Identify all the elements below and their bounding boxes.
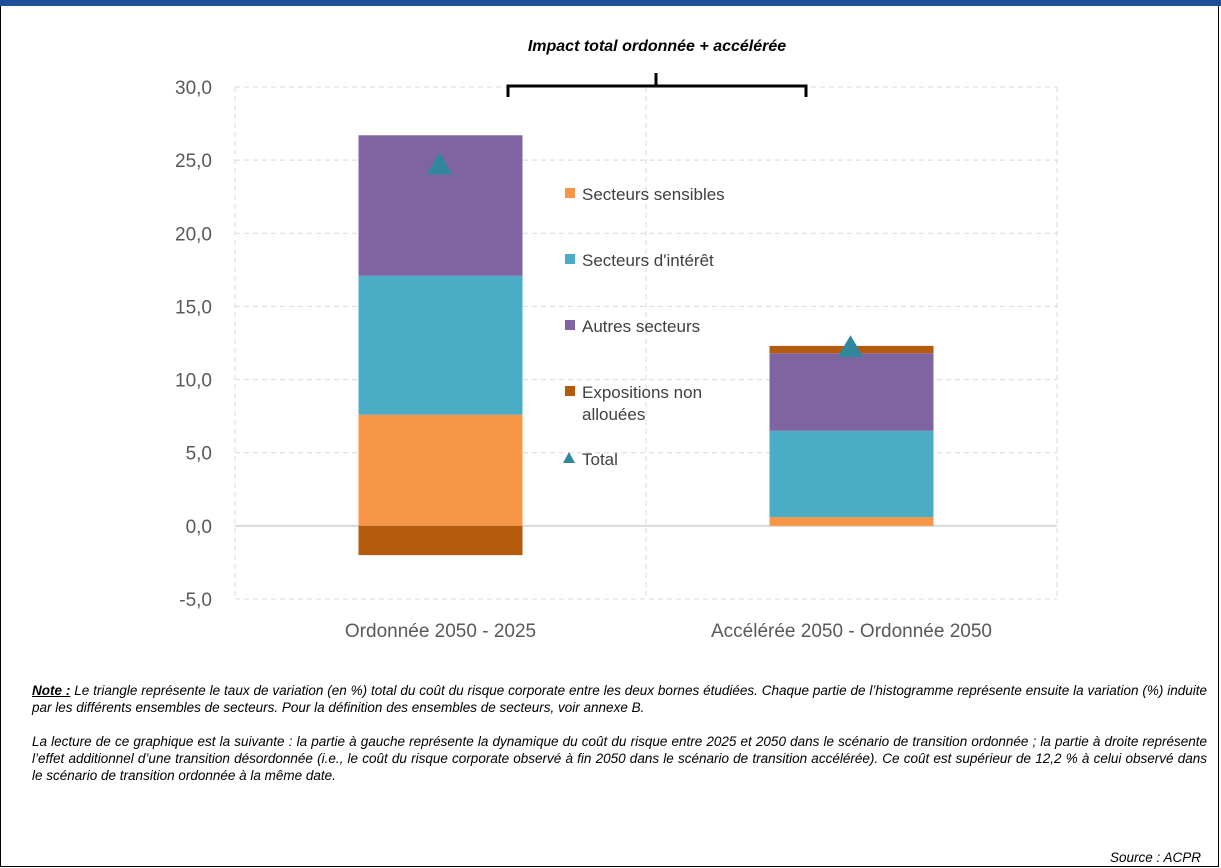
reading-paragraph: La lecture de ce graphique est la suivan… bbox=[32, 734, 1207, 783]
y-tick-label: 30,0 bbox=[175, 78, 212, 99]
x-tick-label: Accélérée 2050 - Ordonnée 2050 bbox=[711, 621, 992, 642]
y-tick-label: 0,0 bbox=[186, 517, 212, 538]
legend-label-total: Total bbox=[582, 450, 618, 469]
total-marker bbox=[426, 152, 453, 175]
legend-label-sensibles: Secteurs sensibles bbox=[582, 185, 725, 204]
note-text: Le triangle représente le taux de variat… bbox=[32, 683, 1208, 715]
legend-swatch-sensibles bbox=[565, 188, 575, 198]
top-border-band bbox=[0, 0, 1221, 6]
note-label: Note : bbox=[32, 683, 71, 698]
bar-segment-secteurs-sensibles bbox=[358, 414, 523, 526]
x-tick-label: Ordonnée 2050 - 2025 bbox=[345, 621, 536, 642]
legend-label-expositions-2: allouées bbox=[582, 405, 645, 424]
legend-swatch-expositions bbox=[565, 386, 575, 396]
y-tick-label: 25,0 bbox=[175, 151, 212, 172]
y-tick-label: -5,0 bbox=[179, 590, 212, 611]
legend-marker-total bbox=[563, 452, 575, 463]
annotation-text: Impact total ordonnée + accélérée bbox=[528, 38, 786, 55]
x-axis-labels: Ordonnée 2050 - 2025 Accélérée 2050 - Ord… bbox=[345, 621, 992, 642]
bar-segment-secteurs-d-int-r-t bbox=[769, 430, 934, 518]
legend-label-interet: Secteurs d'intérêt bbox=[582, 251, 714, 270]
y-tick-label: 5,0 bbox=[186, 444, 212, 465]
source-label: Source : ACPR bbox=[1109, 850, 1201, 865]
y-tick-label: 15,0 bbox=[175, 297, 212, 318]
legend-label-autres: Autres secteurs bbox=[582, 317, 700, 336]
y-axis-ticks: -5,0 0,0 5,0 10,0 15,0 20,0 25,0 30,0 bbox=[175, 78, 212, 611]
bar-segments bbox=[358, 135, 934, 556]
impact-annotation: Impact total ordonnée + accélérée bbox=[506, 38, 808, 97]
notes: Note : Le triangle représente le taux de… bbox=[32, 682, 1207, 801]
total-marker bbox=[837, 335, 864, 358]
legend: Secteurs sensibles Secteurs d'intérêt Au… bbox=[563, 185, 725, 469]
note-paragraph: Note : Le triangle représente le taux de… bbox=[32, 682, 1207, 716]
y-tick-label: 10,0 bbox=[175, 371, 212, 392]
y-tick-label: 20,0 bbox=[175, 224, 212, 245]
bar-segment-autres-secteurs bbox=[769, 353, 934, 431]
gridlines bbox=[234, 86, 1058, 600]
stacked-bar-chart: -5,0 0,0 5,0 10,0 15,0 20,0 25,0 30,0 Ordonnée … bbox=[175, 38, 1058, 642]
curly-brace bbox=[506, 73, 808, 97]
total-markers bbox=[426, 152, 864, 358]
figure-frame bbox=[0, 6, 1219, 867]
legend-label-expositions-1: Expositions non bbox=[582, 383, 702, 402]
legend-swatch-interet bbox=[565, 254, 575, 264]
bar-segment-expositions-non-allou-es bbox=[358, 525, 523, 556]
bar-segment-secteurs-d-int-r-t bbox=[358, 275, 523, 415]
legend-swatch-autres bbox=[565, 320, 575, 330]
bar-segment-secteurs-sensibles bbox=[769, 517, 934, 526]
